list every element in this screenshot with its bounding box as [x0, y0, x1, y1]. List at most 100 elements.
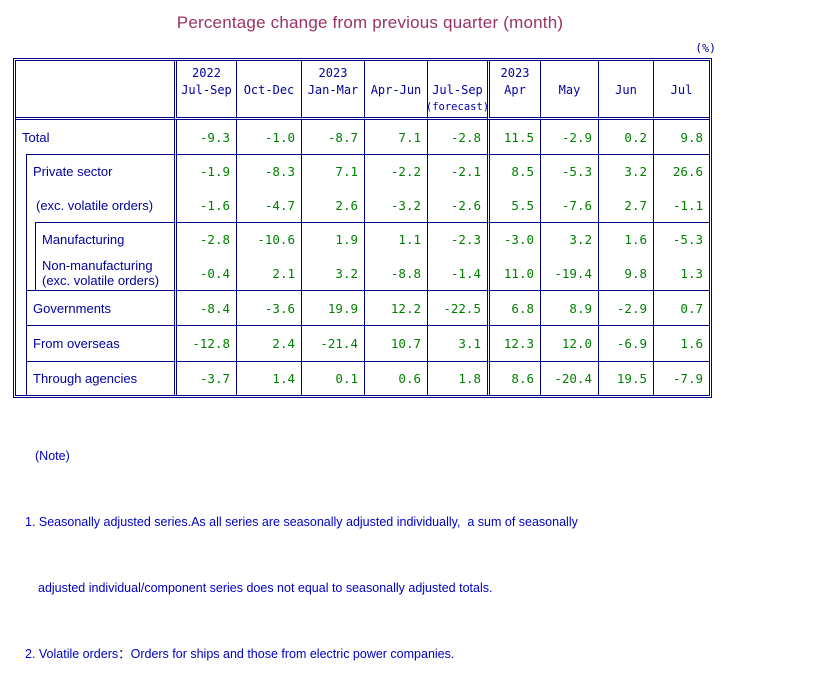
- notes-heading: (Note): [35, 449, 70, 463]
- notes-block: (Note) 1. Seasonally adjusted series.As …: [25, 401, 578, 687]
- data-cell-private-sector: -2.2: [364, 154, 427, 188]
- data-cell-private-sector: 26.6: [653, 154, 709, 188]
- data-cell-exc-volatile: -2.6: [427, 188, 487, 222]
- private-sector-group-box: Private sector (exc. volatile orders) Ma…: [26, 154, 174, 395]
- data-cell-through-agencies: -3.7: [174, 361, 236, 395]
- non-manufacturing-line1: Non-manufacturing: [42, 258, 153, 273]
- data-cell-private-sector: 7.1: [301, 154, 364, 188]
- unit-label: (%): [695, 41, 716, 55]
- data-cell-through-agencies: 1.4: [236, 361, 301, 395]
- data-cell-through-agencies: 8.6: [487, 361, 540, 395]
- data-cell-manufacturing: -2.8: [174, 222, 236, 256]
- column-header: 2022 Jul-Sep: [174, 61, 236, 120]
- data-cell-from-overseas: -12.8: [174, 325, 236, 361]
- page-title: Percentage change from previous quarter …: [176, 13, 564, 32]
- column-header: May: [540, 61, 598, 120]
- data-cell-manufacturing: -3.0: [487, 222, 540, 256]
- data-cell-from-overseas: 2.4: [236, 325, 301, 361]
- row-label-through-agencies: Through agencies: [27, 361, 174, 395]
- data-cell-total: -9.3: [174, 120, 236, 154]
- data-cell-governments: -22.5: [427, 290, 487, 325]
- data-cell-from-overseas: -21.4: [301, 325, 364, 361]
- orders-table: Total Private sector (exc. volatile orde…: [13, 58, 712, 398]
- data-cell-non-manufacturing: 3.2: [301, 256, 364, 290]
- data-cell-private-sector: -2.1: [427, 154, 487, 188]
- data-cell-non-manufacturing: -0.4: [174, 256, 236, 290]
- manufacturing-group-box: Manufacturing Non-manufacturing (exc. vo…: [35, 222, 174, 290]
- data-cell-through-agencies: -7.9: [653, 361, 709, 395]
- data-cell-non-manufacturing: 9.8: [598, 256, 653, 290]
- data-cell-exc-volatile: -1.1: [653, 188, 709, 222]
- data-cell-governments: 6.8: [487, 290, 540, 325]
- data-cell-total: -1.0: [236, 120, 301, 154]
- data-cell-governments: 19.9: [301, 290, 364, 325]
- data-cell-private-sector: -8.3: [236, 154, 301, 188]
- data-cell-manufacturing: -2.3: [427, 222, 487, 256]
- data-cell-private-sector: -5.3: [540, 154, 598, 188]
- data-cell-exc-volatile: 2.6: [301, 188, 364, 222]
- data-cell-private-sector: 8.5: [487, 154, 540, 188]
- column-header: Jun: [598, 61, 653, 120]
- data-cell-governments: -2.9: [598, 290, 653, 325]
- row-label-exc-volatile-orders: (exc. volatile orders): [36, 197, 154, 213]
- data-cell-through-agencies: 19.5: [598, 361, 653, 395]
- data-cell-private-sector: 3.2: [598, 154, 653, 188]
- data-cell-through-agencies: 0.6: [364, 361, 427, 395]
- data-cell-total: -2.9: [540, 120, 598, 154]
- note-1-line-2: adjusted individual/component series doe…: [38, 581, 493, 595]
- table-corner-cell: [16, 61, 174, 120]
- data-cell-total: 0.2: [598, 120, 653, 154]
- data-cell-manufacturing: 1.9: [301, 222, 364, 256]
- data-cell-manufacturing: -5.3: [653, 222, 709, 256]
- data-cell-exc-volatile: 5.5: [487, 188, 540, 222]
- data-cell-from-overseas: -6.9: [598, 325, 653, 361]
- data-cell-manufacturing: 1.1: [364, 222, 427, 256]
- row-label-column: Total Private sector (exc. volatile orde…: [16, 120, 174, 395]
- data-cell-total: -2.8: [427, 120, 487, 154]
- data-cell-total: 7.1: [364, 120, 427, 154]
- row-label-from-overseas: From overseas: [27, 325, 174, 361]
- data-cell-governments: 12.2: [364, 290, 427, 325]
- data-cell-exc-volatile: -1.6: [174, 188, 236, 222]
- data-cell-manufacturing: 3.2: [540, 222, 598, 256]
- data-cell-from-overseas: 12.0: [540, 325, 598, 361]
- data-cell-through-agencies: 1.8: [427, 361, 487, 395]
- data-cell-through-agencies: -20.4: [540, 361, 598, 395]
- data-cell-governments: -3.6: [236, 290, 301, 325]
- row-label-governments: Governments: [27, 290, 174, 325]
- row-label-private-sector: Private sector: [33, 164, 113, 179]
- data-cell-governments: 8.9: [540, 290, 598, 325]
- data-cell-non-manufacturing: 11.0: [487, 256, 540, 290]
- data-cell-exc-volatile: -4.7: [236, 188, 301, 222]
- data-cell-manufacturing: -10.6: [236, 222, 301, 256]
- data-cell-non-manufacturing: -19.4: [540, 256, 598, 290]
- data-cell-total: 11.5: [487, 120, 540, 154]
- data-cell-exc-volatile: -3.2: [364, 188, 427, 222]
- data-cell-exc-volatile: -7.6: [540, 188, 598, 222]
- column-header: 2023 Apr: [487, 61, 540, 120]
- note-2: 2. Volatile orders：Orders for ships and …: [25, 647, 455, 661]
- data-cell-through-agencies: 0.1: [301, 361, 364, 395]
- data-cell-from-overseas: 10.7: [364, 325, 427, 361]
- data-cell-from-overseas: 3.1: [427, 325, 487, 361]
- note-1-line-1: 1. Seasonally adjusted series.As all ser…: [25, 515, 578, 529]
- data-cell-exc-volatile: 2.7: [598, 188, 653, 222]
- data-cell-manufacturing: 1.6: [598, 222, 653, 256]
- data-cell-total: -8.7: [301, 120, 364, 154]
- column-header: 2023 Jan-Mar: [301, 61, 364, 120]
- data-cell-from-overseas: 1.6: [653, 325, 709, 361]
- data-cell-private-sector: -1.9: [174, 154, 236, 188]
- data-cell-non-manufacturing: -8.8: [364, 256, 427, 290]
- data-cell-governments: 0.7: [653, 290, 709, 325]
- data-cell-governments: -8.4: [174, 290, 236, 325]
- column-header: Jul: [653, 61, 709, 120]
- row-label-total: Total: [22, 129, 50, 145]
- column-header: Jul-Sep (forecast): [427, 61, 487, 120]
- non-manufacturing-line2: (exc. volatile orders): [42, 273, 160, 288]
- column-header: Apr-Jun: [364, 61, 427, 120]
- data-cell-non-manufacturing: 1.3: [653, 256, 709, 290]
- data-cell-from-overseas: 12.3: [487, 325, 540, 361]
- column-header: Oct-Dec: [236, 61, 301, 120]
- row-label-non-manufacturing: Non-manufacturing (exc. volatile orders): [36, 256, 174, 290]
- data-cell-total: 9.8: [653, 120, 709, 154]
